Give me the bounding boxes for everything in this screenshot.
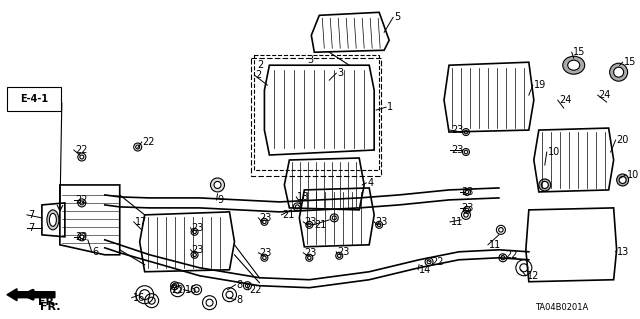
- Text: 22: 22: [75, 145, 87, 155]
- Text: 23: 23: [259, 248, 272, 258]
- Text: 2: 2: [255, 70, 262, 80]
- Text: 13: 13: [616, 247, 629, 257]
- Text: 8: 8: [236, 295, 243, 305]
- Text: 23: 23: [305, 248, 317, 258]
- Text: 22: 22: [172, 285, 184, 295]
- Text: 10: 10: [627, 170, 639, 180]
- Text: 3: 3: [307, 55, 314, 65]
- Ellipse shape: [539, 179, 551, 191]
- Text: 23: 23: [375, 217, 388, 227]
- Text: 23: 23: [461, 187, 474, 197]
- Text: 17: 17: [134, 217, 147, 227]
- Text: 15: 15: [573, 47, 585, 57]
- FancyArrow shape: [7, 289, 55, 301]
- Text: 12: 12: [527, 271, 540, 281]
- Ellipse shape: [610, 63, 628, 81]
- Ellipse shape: [614, 67, 623, 77]
- Text: 8: 8: [236, 280, 243, 290]
- Text: 9: 9: [218, 195, 223, 205]
- Ellipse shape: [47, 210, 59, 230]
- Ellipse shape: [214, 182, 221, 189]
- Text: 1: 1: [387, 102, 393, 112]
- Text: 4: 4: [367, 178, 373, 188]
- Text: 11: 11: [489, 240, 501, 250]
- Text: 19: 19: [534, 80, 546, 90]
- Text: 2: 2: [257, 60, 264, 70]
- Text: 21: 21: [314, 220, 326, 230]
- Text: 23: 23: [191, 223, 204, 233]
- Text: 23: 23: [451, 125, 463, 135]
- Text: 22: 22: [250, 285, 262, 295]
- Text: E-4-1: E-4-1: [20, 94, 48, 104]
- Ellipse shape: [616, 174, 628, 186]
- Text: 22: 22: [505, 250, 517, 260]
- Text: 23: 23: [305, 217, 317, 227]
- Text: 3: 3: [337, 68, 344, 78]
- Text: 16: 16: [184, 285, 197, 295]
- Text: 16: 16: [132, 293, 145, 303]
- Text: 6: 6: [93, 247, 99, 257]
- Ellipse shape: [49, 213, 56, 226]
- Text: 23: 23: [337, 247, 349, 257]
- Text: 20: 20: [616, 135, 629, 145]
- Text: 10: 10: [548, 147, 560, 157]
- Text: 24: 24: [559, 95, 571, 105]
- Text: FR.: FR.: [38, 297, 58, 307]
- Text: 23: 23: [461, 203, 474, 213]
- Ellipse shape: [541, 182, 548, 189]
- Ellipse shape: [568, 60, 580, 70]
- Ellipse shape: [563, 56, 585, 74]
- Text: 11: 11: [451, 217, 463, 227]
- Text: TA04B0201A: TA04B0201A: [536, 303, 589, 312]
- Text: 22: 22: [75, 232, 87, 242]
- Text: 22: 22: [431, 257, 444, 267]
- Text: 21: 21: [282, 210, 295, 220]
- Ellipse shape: [211, 178, 225, 192]
- Text: 22: 22: [75, 195, 87, 205]
- Text: 24: 24: [598, 90, 611, 100]
- Text: 5: 5: [394, 12, 401, 22]
- Text: FR.: FR.: [40, 302, 60, 312]
- Text: 23: 23: [259, 213, 272, 223]
- Text: 18: 18: [298, 192, 310, 202]
- Text: 15: 15: [623, 57, 636, 67]
- Text: 22: 22: [143, 137, 155, 147]
- Text: 14: 14: [419, 265, 431, 275]
- Text: 23: 23: [191, 245, 204, 255]
- Ellipse shape: [619, 176, 626, 183]
- Text: 23: 23: [451, 145, 463, 155]
- Text: 7: 7: [28, 210, 34, 220]
- Text: 7: 7: [28, 223, 34, 233]
